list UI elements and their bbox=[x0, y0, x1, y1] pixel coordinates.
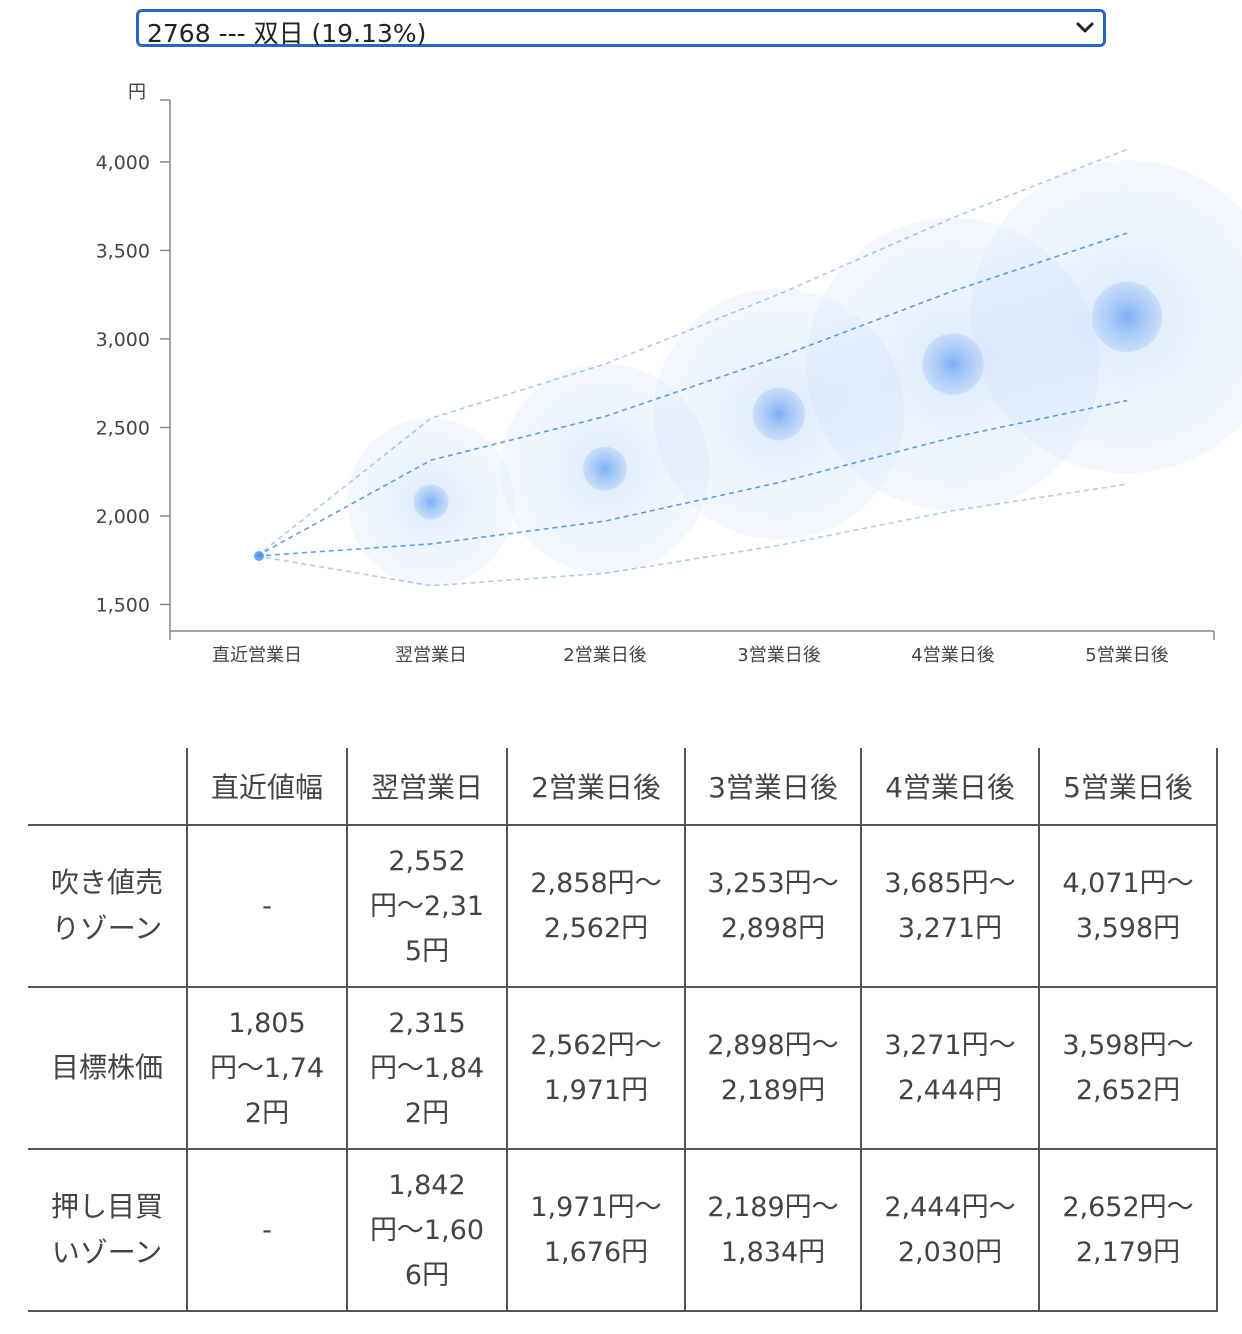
row-label-text: 吹き値売りゾーン bbox=[50, 866, 163, 945]
row-label-target-price: 目標株価 bbox=[28, 986, 188, 1150]
outer-upper-line bbox=[256, 148, 1128, 557]
forecast-table: 直近値幅 翌営業日 2営業日後 3営業日後 4営業日後 5営業日後 吹き値売りゾ… bbox=[28, 748, 1218, 1312]
cell-value: 3,253円〜2,898円 bbox=[707, 868, 839, 944]
table-header-recent-range: 直近値幅 bbox=[186, 748, 348, 826]
inner-range-bubble bbox=[752, 387, 806, 441]
table-header-day2: 2営業日後 bbox=[506, 748, 686, 826]
chart-axes bbox=[160, 99, 1215, 640]
inner-upper-line bbox=[256, 232, 1128, 557]
table-cell: 1,842円〜1,606円 bbox=[346, 1148, 508, 1312]
table-cell: 3,253円〜2,898円 bbox=[684, 824, 862, 988]
y-tick-label: 2,000 bbox=[96, 506, 150, 528]
table-header-day3: 3営業日後 bbox=[684, 748, 862, 826]
table-header-row: 直近値幅 翌営業日 2営業日後 3営業日後 4営業日後 5営業日後 bbox=[28, 748, 1218, 826]
table-cell: 2,898円〜2,189円 bbox=[684, 986, 862, 1150]
table-cell: 2,315円〜1,842円 bbox=[346, 986, 508, 1150]
table-cell: 1,971円〜1,676円 bbox=[506, 1148, 686, 1312]
row-label-sell-zone: 吹き値売りゾーン bbox=[28, 824, 188, 988]
cell-value: 2,444円〜2,030円 bbox=[884, 1192, 1016, 1268]
chart-bubbles bbox=[254, 160, 1242, 586]
y-axis-unit-label: 円 bbox=[128, 82, 146, 103]
cell-value: 3,685円〜3,271円 bbox=[884, 868, 1016, 944]
cell-value: - bbox=[262, 890, 272, 922]
table-cell: - bbox=[186, 1148, 348, 1312]
table-header-day5: 5営業日後 bbox=[1038, 748, 1218, 826]
table-row: 目標株価 1,805円〜1,742円 2,315円〜1,842円 2,562円〜… bbox=[28, 986, 1218, 1150]
table-cell: 3,598円〜2,652円 bbox=[1038, 986, 1218, 1150]
cell-value: 2,552円〜2,315円 bbox=[369, 845, 485, 967]
y-tick-label: 1,500 bbox=[96, 594, 150, 616]
stock-selector-value: 2768 --- 双日 (19.13%) bbox=[147, 19, 427, 48]
cell-value: 3,271円〜2,444円 bbox=[884, 1030, 1016, 1106]
row-label-buy-zone: 押し目買いゾーン bbox=[28, 1148, 188, 1312]
y-tick-label: 2,500 bbox=[96, 417, 150, 439]
stock-selector[interactable]: 2768 --- 双日 (19.13%) bbox=[136, 9, 1106, 48]
y-tick-label: 3,000 bbox=[96, 329, 150, 351]
cell-value: 2,858円〜2,562円 bbox=[530, 868, 662, 944]
y-tick-label: 3,500 bbox=[96, 240, 150, 262]
inner-range-bubble bbox=[413, 484, 449, 520]
chart-labels: 円 1,500 2,000 2,500 3,000 3,500 4,000 直近営業日 翌営業日… bbox=[96, 82, 1169, 666]
cell-value: 2,315円〜1,842円 bbox=[369, 1007, 485, 1129]
inner-range-bubble bbox=[922, 333, 984, 395]
x-tick-label: 2営業日後 bbox=[563, 645, 646, 666]
cell-value: 2,189円〜1,834円 bbox=[707, 1192, 839, 1268]
cell-value: 4,071円〜3,598円 bbox=[1062, 868, 1194, 944]
x-tick-label: 直近営業日 bbox=[212, 645, 302, 666]
inner-range-bubble bbox=[583, 446, 627, 491]
chart-range-lines bbox=[256, 148, 1128, 587]
x-tick-label: 3営業日後 bbox=[737, 645, 820, 666]
y-tick-label: 4,000 bbox=[96, 152, 150, 174]
cell-value: 3,598円〜2,652円 bbox=[1062, 1030, 1194, 1106]
table-header-next-day: 翌営業日 bbox=[346, 748, 508, 826]
x-tick-label: 5営業日後 bbox=[1085, 645, 1168, 666]
price-forecast-chart: 円 1,500 2,000 2,500 3,000 3,500 4,000 直近営業日 翌営業日… bbox=[96, 82, 1242, 666]
table-cell: - bbox=[186, 824, 348, 988]
chevron-down-icon bbox=[1076, 22, 1094, 33]
x-tick-label: 4営業日後 bbox=[911, 645, 994, 666]
table-cell: 2,562円〜1,971円 bbox=[506, 986, 686, 1150]
cell-value: 1,842円〜1,606円 bbox=[369, 1169, 485, 1291]
row-label-text: 目標株価 bbox=[50, 1051, 163, 1084]
outer-lower-line bbox=[256, 483, 1128, 587]
table-cell: 2,652円〜2,179円 bbox=[1038, 1148, 1218, 1312]
table-cell: 3,271円〜2,444円 bbox=[860, 986, 1040, 1150]
table-cell: 2,858円〜2,562円 bbox=[506, 824, 686, 988]
cell-value: 2,898円〜2,189円 bbox=[707, 1030, 839, 1106]
table-cell: 1,805円〜1,742円 bbox=[186, 986, 348, 1150]
table-cell: 3,685円〜3,271円 bbox=[860, 824, 1040, 988]
cell-value: 1,971円〜1,676円 bbox=[530, 1192, 662, 1268]
table-header-day4: 4営業日後 bbox=[860, 748, 1040, 826]
table-row: 吹き値売りゾーン - 2,552円〜2,315円 2,858円〜2,562円 3… bbox=[28, 824, 1218, 988]
cell-value: - bbox=[262, 1214, 272, 1246]
cell-value: 2,652円〜2,179円 bbox=[1062, 1192, 1194, 1268]
inner-lower-line bbox=[256, 399, 1128, 557]
table-cell: 2,552円〜2,315円 bbox=[346, 824, 508, 988]
x-tick-label: 翌営業日 bbox=[395, 645, 467, 666]
row-label-text: 押し目買いゾーン bbox=[50, 1190, 163, 1269]
cell-value: 2,562円〜1,971円 bbox=[530, 1030, 662, 1106]
table-cell: 2,189円〜1,834円 bbox=[684, 1148, 862, 1312]
table-cell: 4,071円〜3,598円 bbox=[1038, 824, 1218, 988]
table-header-corner bbox=[28, 748, 188, 826]
inner-range-bubble bbox=[1091, 281, 1163, 352]
table-row: 押し目買いゾーン - 1,842円〜1,606円 1,971円〜1,676円 2… bbox=[28, 1148, 1218, 1312]
cell-value: 1,805円〜1,742円 bbox=[209, 1007, 325, 1129]
table-cell: 2,444円〜2,030円 bbox=[860, 1148, 1040, 1312]
